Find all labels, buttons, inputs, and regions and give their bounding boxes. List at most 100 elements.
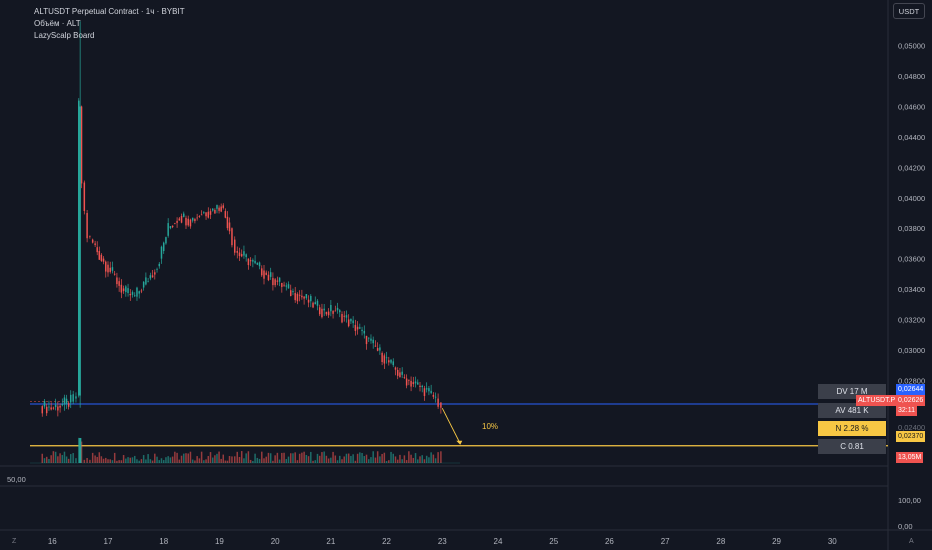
x-tick-label: 24 xyxy=(494,537,503,546)
hidden-price-tick: 0,02400 xyxy=(898,423,926,432)
candle-body xyxy=(401,371,403,375)
volume-bar xyxy=(312,460,314,463)
volume-bar xyxy=(332,451,334,463)
volume-bar xyxy=(419,456,421,463)
volume-bar xyxy=(374,457,377,463)
x-tick-label: 17 xyxy=(104,537,113,546)
volume-bar xyxy=(63,451,66,463)
candle-body xyxy=(256,262,259,265)
candle-body xyxy=(75,396,77,399)
candle-body xyxy=(79,106,81,396)
candle-body xyxy=(41,406,44,414)
candle-body xyxy=(174,223,176,225)
volume-bar xyxy=(98,452,101,463)
volume-bar xyxy=(428,457,430,463)
candle-body xyxy=(69,394,72,403)
volume-bar xyxy=(89,459,91,463)
volume-bar xyxy=(285,459,288,463)
volume-bar xyxy=(307,456,310,463)
candle-body xyxy=(160,246,163,259)
corner-z-label[interactable]: Z xyxy=(12,538,17,545)
volume-bar xyxy=(281,452,283,463)
volume-bar xyxy=(292,453,294,463)
y-tick-label: 0,03400 xyxy=(898,285,925,294)
yellow-line-price-tag: 0,02370 xyxy=(896,431,926,442)
volume-bar xyxy=(256,457,259,463)
legend-volume[interactable]: Объём · ALT xyxy=(34,19,81,28)
volume-bar xyxy=(417,459,419,463)
y-tick-label: 0,02800 xyxy=(898,376,925,385)
volume-bar xyxy=(421,455,423,463)
volume-bar xyxy=(283,452,285,463)
volume-bar xyxy=(80,441,83,463)
candle-body xyxy=(374,345,377,347)
candle-body xyxy=(323,308,325,311)
candle-body xyxy=(301,295,303,298)
candle-body xyxy=(412,382,415,385)
candle-body xyxy=(167,223,169,236)
candle-body xyxy=(216,205,218,209)
volume-bar xyxy=(287,456,290,463)
candle-body xyxy=(231,228,233,246)
volume-bar xyxy=(410,454,412,463)
x-tick-label: 29 xyxy=(772,537,781,546)
currency-button[interactable]: USDT xyxy=(893,3,925,19)
candle-body xyxy=(363,330,366,334)
volume-bar xyxy=(336,460,339,463)
volume-bar xyxy=(383,452,386,463)
candle-body xyxy=(278,277,281,282)
volume-bar xyxy=(381,453,383,463)
candle-body xyxy=(180,216,183,223)
volume-bar xyxy=(354,460,357,463)
candle-body xyxy=(423,388,426,397)
candle-body xyxy=(100,254,103,261)
y-tick-label: 0,04600 xyxy=(898,102,925,111)
volume-bar xyxy=(356,453,359,463)
volume-bar xyxy=(125,458,127,463)
volume-bar xyxy=(267,452,270,463)
volume-bar xyxy=(396,459,399,463)
candle-body xyxy=(339,310,341,313)
volume-bar xyxy=(245,453,247,463)
volume-bar xyxy=(118,460,120,463)
candle-body xyxy=(94,243,96,246)
candle-body xyxy=(83,182,86,212)
y-tick-label: 0,05000 xyxy=(898,42,925,51)
volume-bar xyxy=(261,451,263,463)
volume-bar xyxy=(272,460,274,463)
volume-bar xyxy=(437,452,439,463)
candle-body xyxy=(50,407,52,410)
volume-bar xyxy=(265,456,267,463)
candle-body xyxy=(198,216,201,217)
volume-bar xyxy=(305,454,308,463)
candle-body xyxy=(361,329,363,332)
volume-bar xyxy=(200,451,203,463)
volume-bar xyxy=(214,455,216,463)
volume-bar xyxy=(228,456,231,463)
corner-a-label[interactable]: A xyxy=(909,538,914,545)
volume-bar xyxy=(174,451,176,463)
candle-body xyxy=(80,106,83,184)
candle-body xyxy=(341,313,343,323)
volume-bar xyxy=(160,458,163,463)
volume-bar xyxy=(401,459,403,463)
legend-indicator[interactable]: LazyScalp Board xyxy=(34,31,95,40)
volume-bar xyxy=(196,456,198,463)
volume-bar xyxy=(372,451,374,463)
candle-body xyxy=(296,293,299,302)
volume-bar xyxy=(231,456,233,463)
volume-bar xyxy=(327,458,330,463)
percent-annotation: 10% xyxy=(482,422,499,431)
candle-body xyxy=(136,287,138,297)
candle-body xyxy=(129,293,132,296)
candle-body xyxy=(138,291,140,294)
candle-body xyxy=(399,372,401,378)
legend-symbol[interactable]: ALTUSDT Perpetual Contract · 1ч · BYBIT xyxy=(34,7,185,16)
volume-tag: 13,05M xyxy=(896,452,924,463)
x-tick-label: 16 xyxy=(48,537,57,546)
candle-body xyxy=(376,348,379,351)
candle-body xyxy=(43,401,46,407)
volume-bar xyxy=(162,460,165,463)
